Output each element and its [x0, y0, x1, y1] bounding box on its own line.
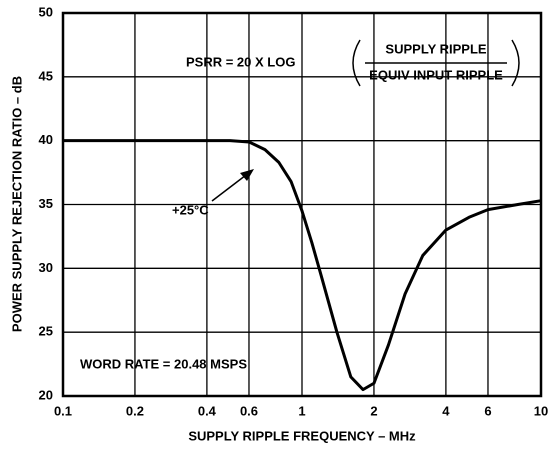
y-tick-label: 50 — [39, 4, 53, 19]
temp-label: +25°C — [172, 202, 209, 217]
y-tick-label: 40 — [39, 132, 53, 147]
y-tick-label: 45 — [39, 68, 53, 83]
paren-left — [352, 39, 361, 87]
x-tick-label: 0.1 — [54, 403, 72, 418]
x-tick-label: 0.6 — [240, 403, 258, 418]
paren-right — [511, 39, 520, 87]
y-tick-label: 25 — [39, 324, 53, 339]
y-tick-label: 20 — [39, 387, 53, 402]
formula-left: PSRR = 20 X LOG — [186, 54, 295, 69]
formula-numerator: SUPPLY RIPPLE — [385, 41, 486, 56]
series-line — [63, 139, 542, 392]
x-tick-label: 1 — [298, 403, 305, 418]
word-rate: WORD RATE = 20.48 MSPS — [80, 356, 247, 371]
x-tick-label: 2 — [370, 403, 377, 418]
x-tick-label: 10 — [534, 403, 548, 418]
y-tick-label: 35 — [39, 196, 53, 211]
x-tick-label: 0.2 — [126, 403, 144, 418]
x-tick-label: 0.4 — [198, 403, 217, 418]
x-tick-label: 4 — [442, 403, 450, 418]
arrow-head — [240, 169, 254, 181]
formula-denominator: EQUIV INPUT RIPPLE — [369, 67, 503, 82]
x-tick-label: 6 — [484, 403, 491, 418]
y-tick-label: 30 — [39, 260, 53, 275]
x-axis-title: SUPPLY RIPPLE FREQUENCY – MHz — [188, 428, 416, 443]
y-axis-title: POWER SUPPLY REJECTION RATIO – dB — [9, 76, 24, 332]
